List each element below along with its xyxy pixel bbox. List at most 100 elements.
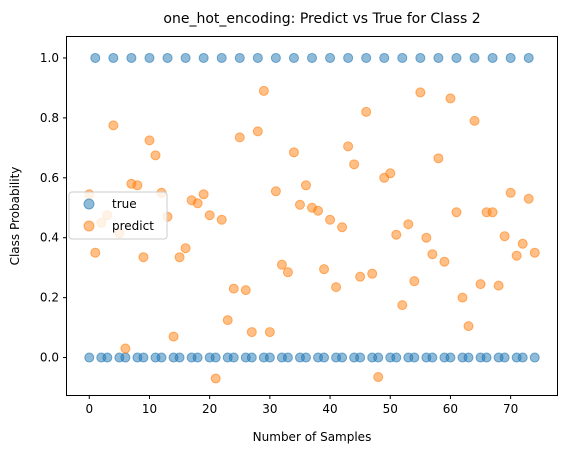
predict-point — [529, 247, 540, 258]
predict-point — [349, 159, 360, 170]
true-point — [373, 352, 384, 363]
predict-point — [294, 199, 305, 210]
true-point — [162, 52, 173, 63]
true-point — [397, 52, 408, 63]
true-point — [216, 52, 227, 63]
predict-point — [433, 153, 444, 164]
predict-point — [228, 283, 239, 294]
predict-point — [337, 222, 348, 233]
legend: true predict — [68, 191, 168, 240]
predict-point — [469, 115, 480, 126]
true-point — [409, 352, 420, 363]
predict-point — [415, 87, 426, 98]
chart-title: one_hot_encoding: Predict vs True for Cl… — [163, 11, 480, 27]
predict-point — [150, 150, 161, 161]
predict-point — [517, 238, 528, 249]
true-point — [415, 52, 426, 63]
true-point — [463, 352, 474, 363]
predict-point — [240, 285, 251, 296]
predict-point — [282, 267, 293, 278]
true-point — [288, 52, 299, 63]
true-point — [270, 52, 281, 63]
x-tick-label: 50 — [383, 402, 398, 416]
true-point — [252, 52, 263, 63]
predict-point — [499, 231, 510, 242]
x-tick-label: 70 — [503, 402, 518, 416]
true-point — [210, 352, 221, 363]
legend-predict-marker — [83, 220, 95, 232]
true-point — [391, 352, 402, 363]
true-point — [307, 52, 317, 63]
predict-point — [439, 256, 450, 267]
predict-point — [367, 268, 378, 279]
true-point — [337, 352, 348, 363]
predict-point — [355, 271, 366, 282]
predict-point — [313, 205, 324, 216]
y-axis-label: Class Probability — [8, 167, 22, 266]
true-point — [325, 52, 336, 63]
true-point — [228, 352, 239, 363]
predict-point — [252, 126, 263, 137]
predict-point — [264, 327, 275, 338]
true-point — [469, 52, 480, 63]
x-tick-label: 30 — [262, 402, 277, 416]
y-tick-label: 0.4 — [40, 231, 59, 245]
true-point — [144, 52, 155, 63]
true-point — [120, 352, 131, 363]
true-point — [156, 352, 167, 363]
true-point — [102, 352, 113, 363]
predict-point — [120, 343, 131, 354]
predict-point — [108, 120, 119, 131]
true-point — [282, 352, 293, 363]
true-point — [174, 352, 185, 363]
true-point — [361, 52, 372, 63]
true-point — [451, 52, 462, 63]
true-point — [343, 52, 354, 63]
true-point — [379, 52, 390, 63]
y-tick-label: 0.2 — [40, 291, 59, 305]
predict-point — [288, 147, 299, 158]
true-point — [180, 52, 191, 63]
predict-point — [132, 180, 143, 191]
true-point — [264, 352, 275, 363]
true-point — [427, 352, 438, 363]
y-tick-label: 1.0 — [40, 51, 59, 65]
legend-true-marker — [83, 198, 95, 210]
predict-point — [144, 135, 155, 146]
x-tick-label: 0 — [85, 402, 93, 416]
true-point — [529, 352, 540, 363]
predict-point — [343, 141, 354, 152]
predict-point — [319, 264, 330, 275]
predict-point — [361, 106, 372, 117]
true-point — [505, 52, 516, 63]
true-point — [192, 352, 203, 363]
predict-point — [511, 250, 522, 261]
predict-point — [325, 214, 336, 225]
true-point — [499, 352, 510, 363]
predict-point — [174, 252, 185, 263]
true-point — [84, 352, 95, 363]
predict-point — [487, 207, 498, 218]
predict-point — [421, 232, 432, 243]
predict-point — [180, 243, 191, 254]
plot-frame — [66, 36, 558, 396]
predict-point — [270, 186, 281, 197]
true-point — [481, 352, 492, 363]
x-tick-label: 10 — [142, 402, 157, 416]
series-predict — [84, 85, 540, 384]
true-point — [355, 352, 366, 363]
predict-point — [475, 279, 486, 290]
predict-point — [427, 249, 438, 260]
x-axis-label: Number of Samples — [253, 430, 372, 444]
y-tick-label: 0.6 — [40, 171, 59, 185]
x-axis: 0 10 20 30 40 50 60 70 — [85, 395, 518, 416]
true-point — [198, 52, 209, 63]
predict-point — [222, 315, 233, 326]
true-point — [523, 52, 534, 63]
predict-point — [192, 198, 203, 209]
predict-point — [216, 214, 227, 225]
true-point — [246, 352, 257, 363]
predict-point — [204, 210, 215, 221]
true-point — [517, 352, 528, 363]
